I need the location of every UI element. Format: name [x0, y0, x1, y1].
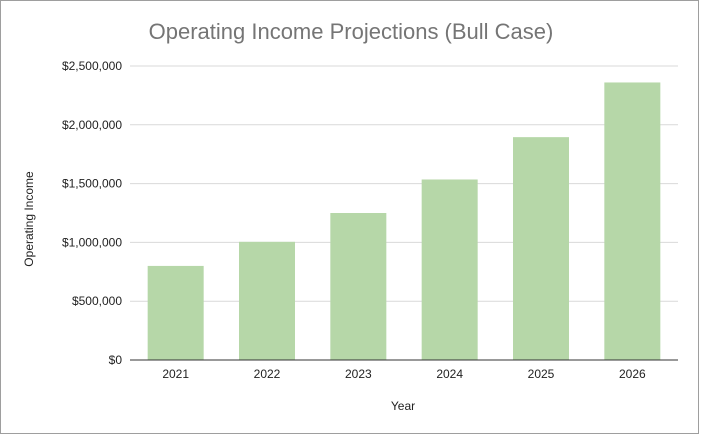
y-tick-label: $1,500,000	[62, 177, 122, 191]
y-tick-label: $0	[109, 353, 123, 367]
chart-title: Operating Income Projections (Bull Case)	[148, 19, 554, 44]
bar-2023[interactable]	[330, 213, 387, 360]
x-axis-label: Year	[391, 399, 415, 413]
bar-2022[interactable]	[239, 241, 295, 360]
bar-2025[interactable]	[513, 137, 569, 360]
y-axis-ticks: $0 $500,000 $1,000,000 $1,500,000 $2,000,000…	[62, 59, 122, 367]
y-tick-label: $1,000,000	[62, 235, 122, 249]
bar-2024[interactable]	[421, 179, 478, 360]
gridlines	[130, 65, 678, 302]
x-tick-label: 2021	[162, 367, 189, 381]
bar-2021[interactable]	[147, 265, 204, 360]
y-tick-label: $2,500,000	[62, 59, 122, 73]
x-axis-ticks: 2021 2022 2023 2024 2025 2026	[162, 367, 646, 381]
x-tick-label: 2023	[345, 367, 372, 381]
y-axis-label: Operating Income	[22, 171, 36, 267]
x-tick-label: 2022	[254, 367, 281, 381]
bar-2026[interactable]	[604, 82, 661, 361]
x-tick-label: 2025	[528, 367, 555, 381]
x-tick-label: 2026	[619, 367, 646, 381]
bars	[147, 82, 661, 361]
y-tick-label: $2,000,000	[62, 118, 122, 132]
x-tick-label: 2024	[436, 367, 463, 381]
y-tick-label: $500,000	[72, 294, 122, 308]
